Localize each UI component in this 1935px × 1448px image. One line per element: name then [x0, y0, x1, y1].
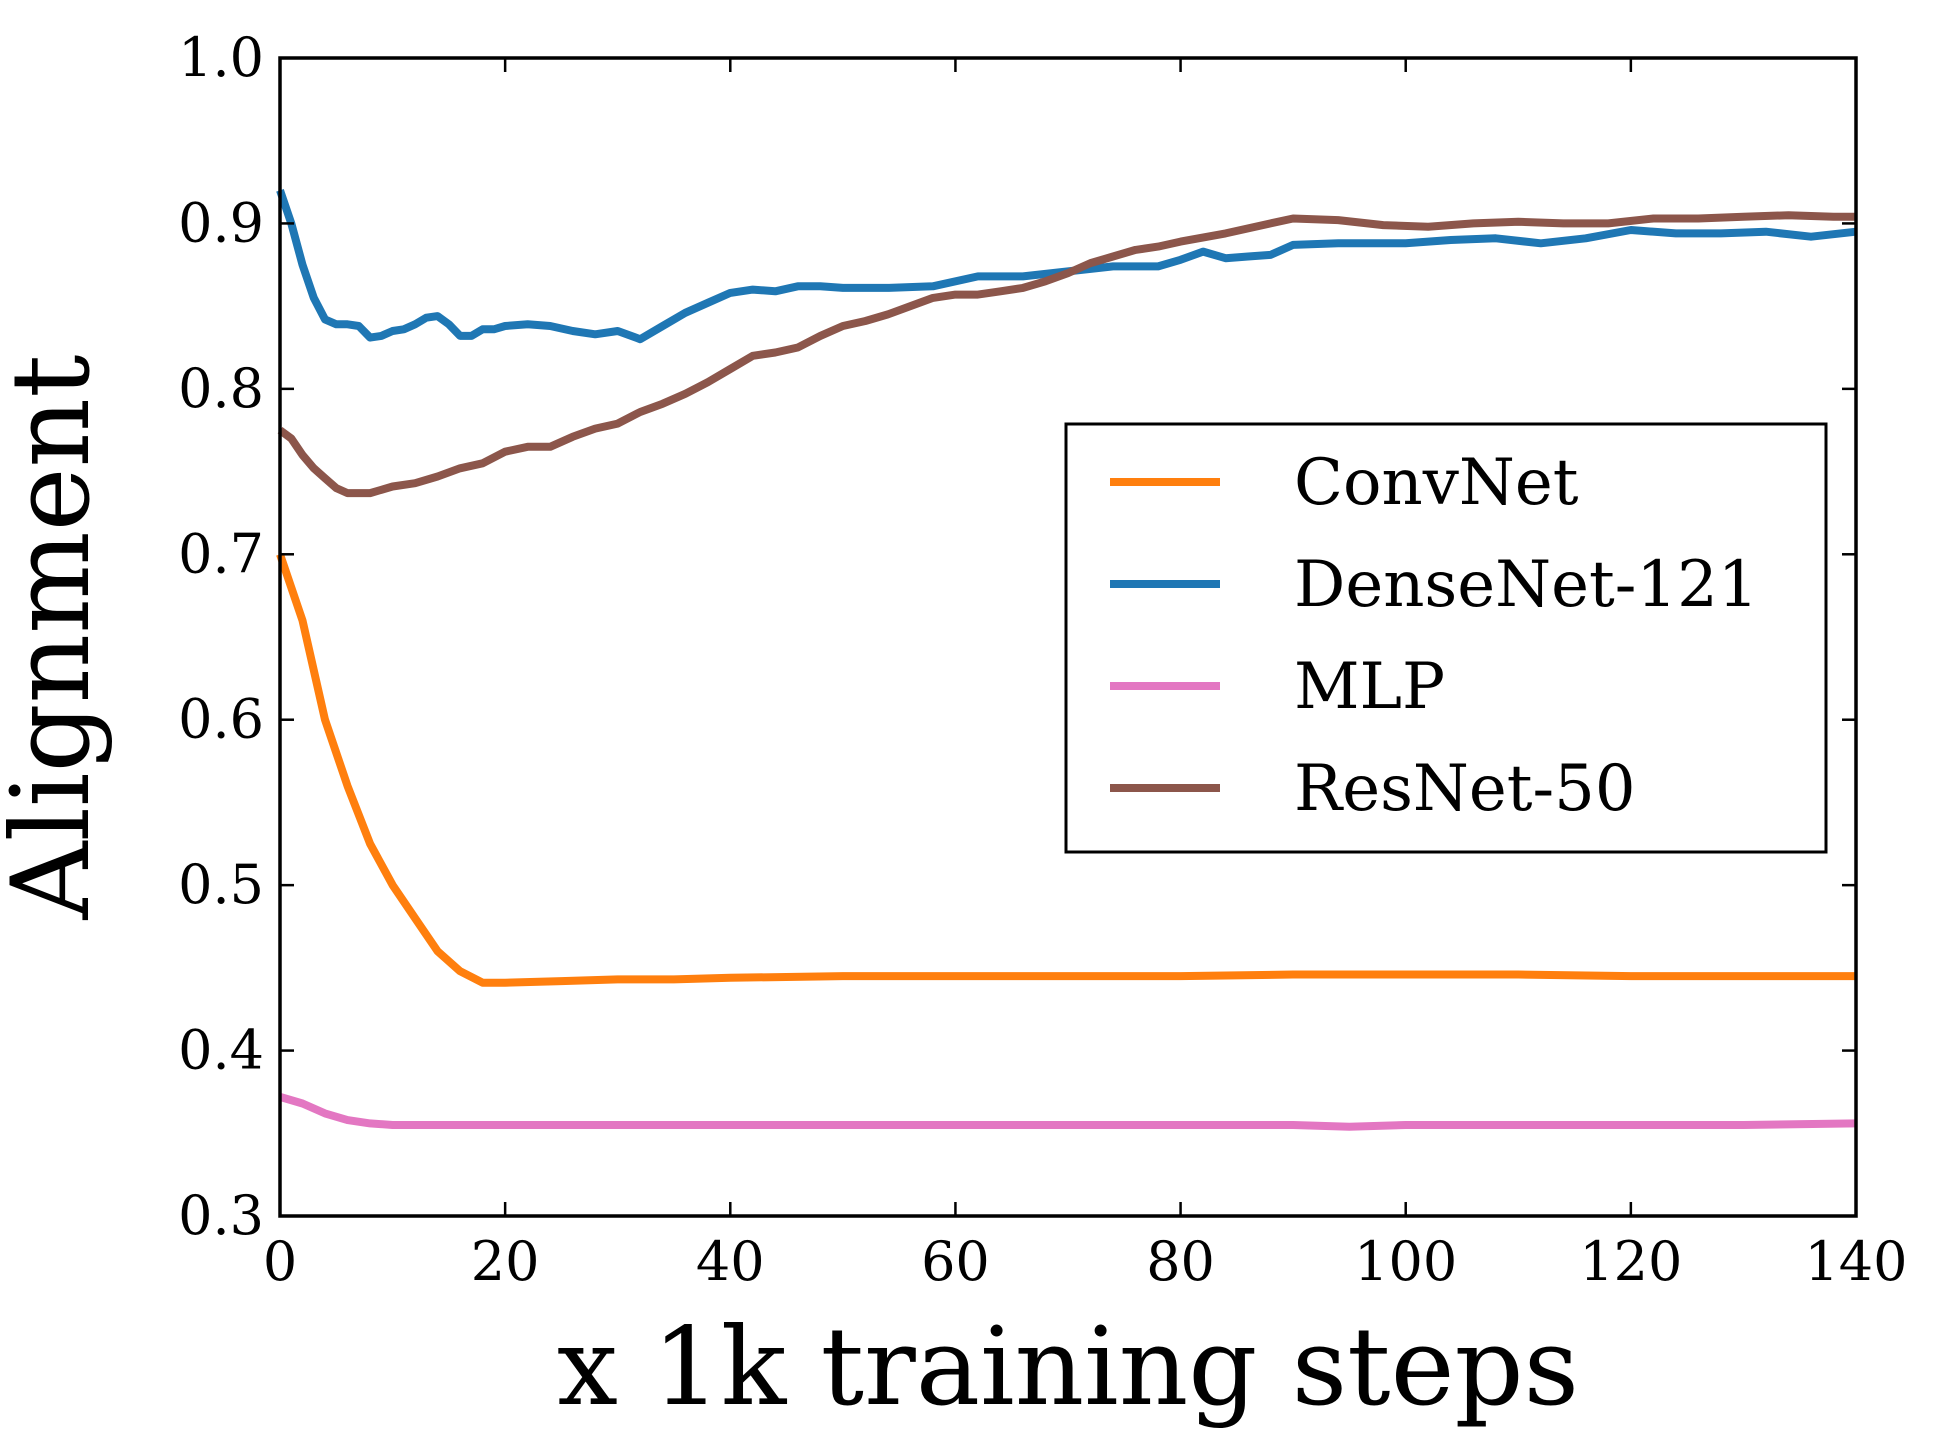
- x-tick-label: 40: [696, 1230, 765, 1293]
- legend-label-densenet-121: DenseNet-121: [1294, 548, 1759, 622]
- legend-label-mlp: MLP: [1294, 650, 1445, 724]
- y-tick-label: 0.3: [178, 1184, 264, 1247]
- legend-label-convnet: ConvNet: [1294, 446, 1579, 520]
- legend-items: ConvNet DenseNet-121 MLP ResNet-50: [1110, 446, 1759, 826]
- x-tick-label: 100: [1354, 1230, 1457, 1293]
- tick-layer: 0 20 40 60 80 100 120 140 0.3 0.4 0.5 0.6 0.7 0.8 0.9 1…: [178, 26, 1907, 1293]
- plot-frame: [278, 56, 1858, 1218]
- x-tick-label: 60: [921, 1230, 990, 1293]
- y-tick-label: 0.7: [178, 522, 264, 585]
- y-tick-label: 0.9: [178, 191, 264, 254]
- y-tick-label: 0.4: [178, 1019, 264, 1082]
- y-tick-label: 1.0: [178, 26, 264, 89]
- y-tick-label: 0.5: [178, 853, 264, 916]
- x-tick-label: 20: [471, 1230, 540, 1293]
- series-line-resnet-50: [277, 211, 1856, 498]
- series-line-densenet-121: [276, 189, 1857, 344]
- series-layer: [276, 189, 1857, 1131]
- legend-label-resnet-50: ResNet-50: [1294, 752, 1636, 826]
- legend: ConvNet DenseNet-121 MLP ResNet-50: [1064, 422, 1828, 854]
- x-tick-label: 140: [1804, 1230, 1907, 1293]
- x-axis-title: x 1k training steps: [557, 1305, 1579, 1430]
- series-line-mlp: [278, 1093, 1857, 1131]
- x-tick-label: 80: [1146, 1230, 1215, 1293]
- y-axis-title: Alignment: [0, 354, 114, 920]
- x-tick-label: 0: [263, 1230, 297, 1293]
- x-tick-label: 120: [1579, 1230, 1682, 1293]
- y-tick-label: 0.6: [178, 688, 264, 751]
- series-line-convnet: [276, 553, 1856, 987]
- legend-box: [1064, 422, 1828, 854]
- y-tick-label: 0.8: [178, 357, 264, 420]
